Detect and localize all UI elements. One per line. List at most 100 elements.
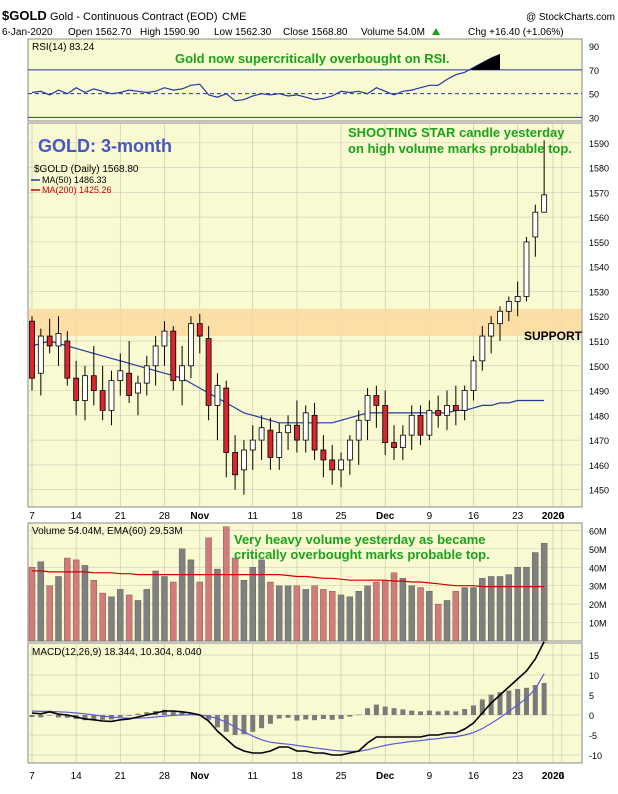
macd-histogram-bar [462, 709, 468, 715]
price-tick-label: 1530 [589, 287, 609, 297]
candle-body [391, 442, 397, 448]
x-tick-label: 7 [29, 511, 35, 522]
volume-bar [302, 589, 309, 642]
volume-bar [81, 565, 89, 642]
x-tick-label: 18 [291, 771, 303, 782]
candle-body [188, 323, 194, 367]
volume-ema-line [32, 570, 545, 588]
x-tick-label: 6 [559, 511, 565, 522]
rsi-tick-label: 30 [589, 113, 599, 123]
volume-tick-label: 50M [589, 545, 607, 555]
x-tick-label: Dec [376, 511, 395, 522]
candle-body [108, 380, 115, 411]
macd-histogram-bar [241, 715, 247, 735]
volume-bar [28, 567, 36, 642]
volume-bar [249, 567, 256, 642]
macd-tick-label: 10 [589, 671, 599, 681]
x-tick-label: 28 [159, 511, 171, 522]
candle-body [214, 385, 221, 406]
volume-bar [532, 552, 539, 642]
volume-bar [196, 581, 203, 642]
macd-histogram-bar [400, 709, 406, 715]
volume-bar [470, 587, 477, 642]
candle-body [320, 449, 327, 461]
candle-body [514, 296, 521, 302]
high-label: High 1590.90 [140, 27, 200, 38]
volume-bar [364, 585, 371, 642]
price-tick-label: 1500 [589, 362, 609, 372]
candle-body [241, 449, 247, 471]
macd-histogram-bar [523, 687, 529, 715]
volume-tick-label: 60M [589, 526, 607, 536]
candle-body [302, 412, 309, 441]
shooting-star-annotation-line1: SHOOTING STAR candle yesterday [348, 125, 565, 140]
change-label: Chg +16.40 (+1.06%) [468, 27, 564, 38]
rsi-line [31, 53, 501, 102]
macd-tick-label: -5 [589, 731, 597, 741]
candle-body [355, 419, 362, 441]
macd-histogram-bar [267, 715, 273, 724]
volume-bar [399, 578, 407, 642]
macd-histogram-bar [453, 711, 459, 715]
macd-histogram-bar [117, 715, 123, 717]
macd-histogram-bar [506, 690, 512, 715]
price-tick-label: 1450 [589, 486, 609, 496]
candle-body [276, 432, 283, 458]
ma200-legend: MA(200) 1425.26 [42, 185, 112, 195]
volume-bar [461, 587, 468, 642]
candle-body [205, 338, 212, 406]
x-tick-label: 18 [291, 511, 303, 522]
volume-bar [205, 537, 212, 642]
macd-signal-line [31, 673, 545, 752]
price-tick-label: 1550 [589, 238, 609, 248]
volume-bar [417, 587, 424, 642]
macd-histogram-bar [206, 715, 212, 720]
candle-body [505, 300, 512, 312]
volume-bar [346, 596, 354, 642]
volume-bar [64, 557, 71, 642]
volume-legend: Volume 54.04M, EMA(60) 29.53M [32, 526, 183, 537]
volume-bar [214, 568, 221, 642]
candle-body [82, 375, 88, 401]
macd-layer [29, 641, 547, 756]
chart-title: GOLD: 3-month [38, 136, 172, 156]
volume-tick-label: 10M [589, 619, 607, 629]
volume-bar [258, 559, 265, 642]
macd-histogram-bar [91, 715, 97, 720]
candle-body [258, 427, 265, 441]
candle-body [435, 409, 442, 416]
candle-body [55, 333, 62, 347]
candle-body [293, 424, 300, 441]
rsi-tick-label: 50 [589, 90, 599, 100]
x-tick-label: 9 [427, 771, 433, 782]
volume-bar [99, 592, 106, 642]
x-tick-label: 7 [29, 771, 35, 782]
volume-bar [72, 559, 80, 642]
volume-bar [311, 585, 318, 642]
macd-histogram-bar [365, 708, 371, 715]
volume-bar [152, 570, 159, 642]
x-tick-label: Dec [376, 771, 395, 782]
volume-bar [479, 578, 486, 642]
rsi-legend: RSI(14) 83.24 [32, 42, 95, 53]
shooting-star-annotation-line2: on high volume marks probable top. [348, 141, 572, 156]
macd-histogram-bar [532, 685, 538, 715]
volume-bar [382, 579, 389, 642]
macd-histogram-bar [471, 705, 476, 715]
candle-body [46, 335, 53, 347]
x-tick-label: 14 [71, 771, 83, 782]
macd-histogram-bar [303, 715, 309, 720]
volume-bar [390, 572, 398, 642]
volume-bar [276, 585, 283, 642]
x-tick-label: 28 [159, 771, 171, 782]
candle-body [488, 323, 495, 337]
volume-bar [267, 581, 274, 642]
x-tick-label: 21 [115, 771, 127, 782]
macd-histogram-bar [347, 715, 353, 717]
volume-bar [240, 579, 248, 642]
candle-body [532, 211, 539, 238]
volume-tick-label: 20M [589, 600, 607, 610]
price-tick-label: 1560 [589, 213, 609, 223]
macd-tick-label: -10 [589, 751, 602, 761]
candle-body [338, 459, 344, 471]
